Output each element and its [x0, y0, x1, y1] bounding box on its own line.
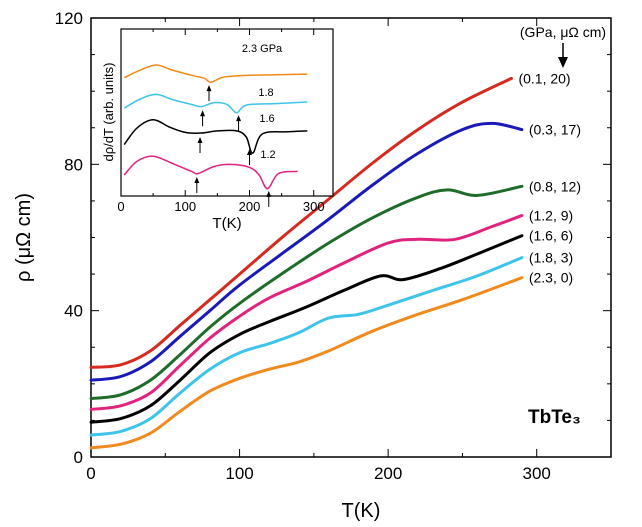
inset-series-line [123, 118, 308, 154]
series-label: (0.1, 20) [518, 70, 570, 86]
arrow-head-icon [194, 177, 200, 184]
inset-series [123, 64, 308, 190]
arrow-head-icon [236, 115, 242, 122]
main-series-labels: (0.1, 20) (0.3, 17) (0.8, 12) (1.2, 9) (1.6,… [518, 70, 581, 285]
x-tick-label: 200 [374, 464, 402, 483]
series-label: (1.8, 3) [529, 250, 573, 266]
y-tick-label: 120 [55, 9, 83, 28]
inset-series-label: 2.3 GPa [242, 43, 283, 55]
x-tick-label: 0 [86, 464, 95, 483]
series-line [89, 276, 524, 450]
inset-series-line [123, 155, 298, 190]
arrow-head-icon [206, 85, 212, 92]
series-line [89, 121, 524, 382]
sample-label: TbTe₃ [528, 407, 581, 428]
header-note: (GPa, μΩ cm) [520, 24, 606, 40]
y-tick-label: 0 [74, 448, 83, 467]
series-label: (2.3, 0) [529, 270, 573, 286]
series-line [89, 184, 524, 400]
series-label: (0.8, 12) [529, 178, 581, 194]
inset-series-line [123, 93, 308, 114]
series-line [89, 234, 524, 424]
series-line [89, 214, 524, 411]
series-label: (1.6, 6) [529, 228, 573, 244]
inset-series-label: 1.6 [259, 113, 274, 125]
inset-series-labels: 2.3 GPa 1.8 1.6 1.2 [242, 43, 283, 161]
inset-series-label: 1.2 [260, 149, 275, 161]
x-tick-label: 100 [225, 464, 253, 483]
inset-x-tick-label: 0 [117, 199, 124, 214]
series-label: (0.3, 17) [529, 122, 581, 138]
inset-plot: 0 100 200 300 2.3 GPa 1.8 1.6 1.2 dρ/dT (arb. … [101, 28, 334, 232]
series-line [89, 256, 524, 437]
y-tick-label: 80 [64, 155, 83, 174]
inset-background [121, 29, 333, 196]
series-label: (1.2, 9) [529, 208, 573, 224]
inset-series-line [123, 64, 308, 84]
inset-y-axis-label: dρ/dT (arb. units) [101, 63, 116, 162]
y-tick-label: 40 [64, 302, 83, 321]
main-ticks: 0 100 200 300 0 40 80 120 [55, 9, 612, 483]
arrow-head-icon [200, 110, 206, 117]
inset-x-tick-label: 300 [303, 199, 325, 214]
inset-ticks: 0 100 200 300 [117, 29, 325, 214]
main-series [89, 76, 524, 450]
header-arrow-icon [558, 43, 568, 68]
arrow-head-icon [197, 136, 203, 143]
inset-series-label: 1.8 [258, 87, 273, 99]
x-tick-label: 300 [523, 464, 551, 483]
inset-transition-arrows [194, 85, 272, 207]
inset-x-axis-label: T(K) [212, 215, 241, 232]
arrow-head-icon [246, 149, 252, 156]
arrow-head-icon [266, 190, 272, 197]
x-axis-label: T(K) [342, 500, 381, 522]
y-axis-label: ρ (μΩ cm) [13, 193, 35, 282]
inset-plot-frame [120, 28, 334, 197]
inset-x-tick-label: 100 [174, 199, 196, 214]
series-line [89, 76, 513, 369]
inset-x-tick-label: 200 [239, 199, 261, 214]
